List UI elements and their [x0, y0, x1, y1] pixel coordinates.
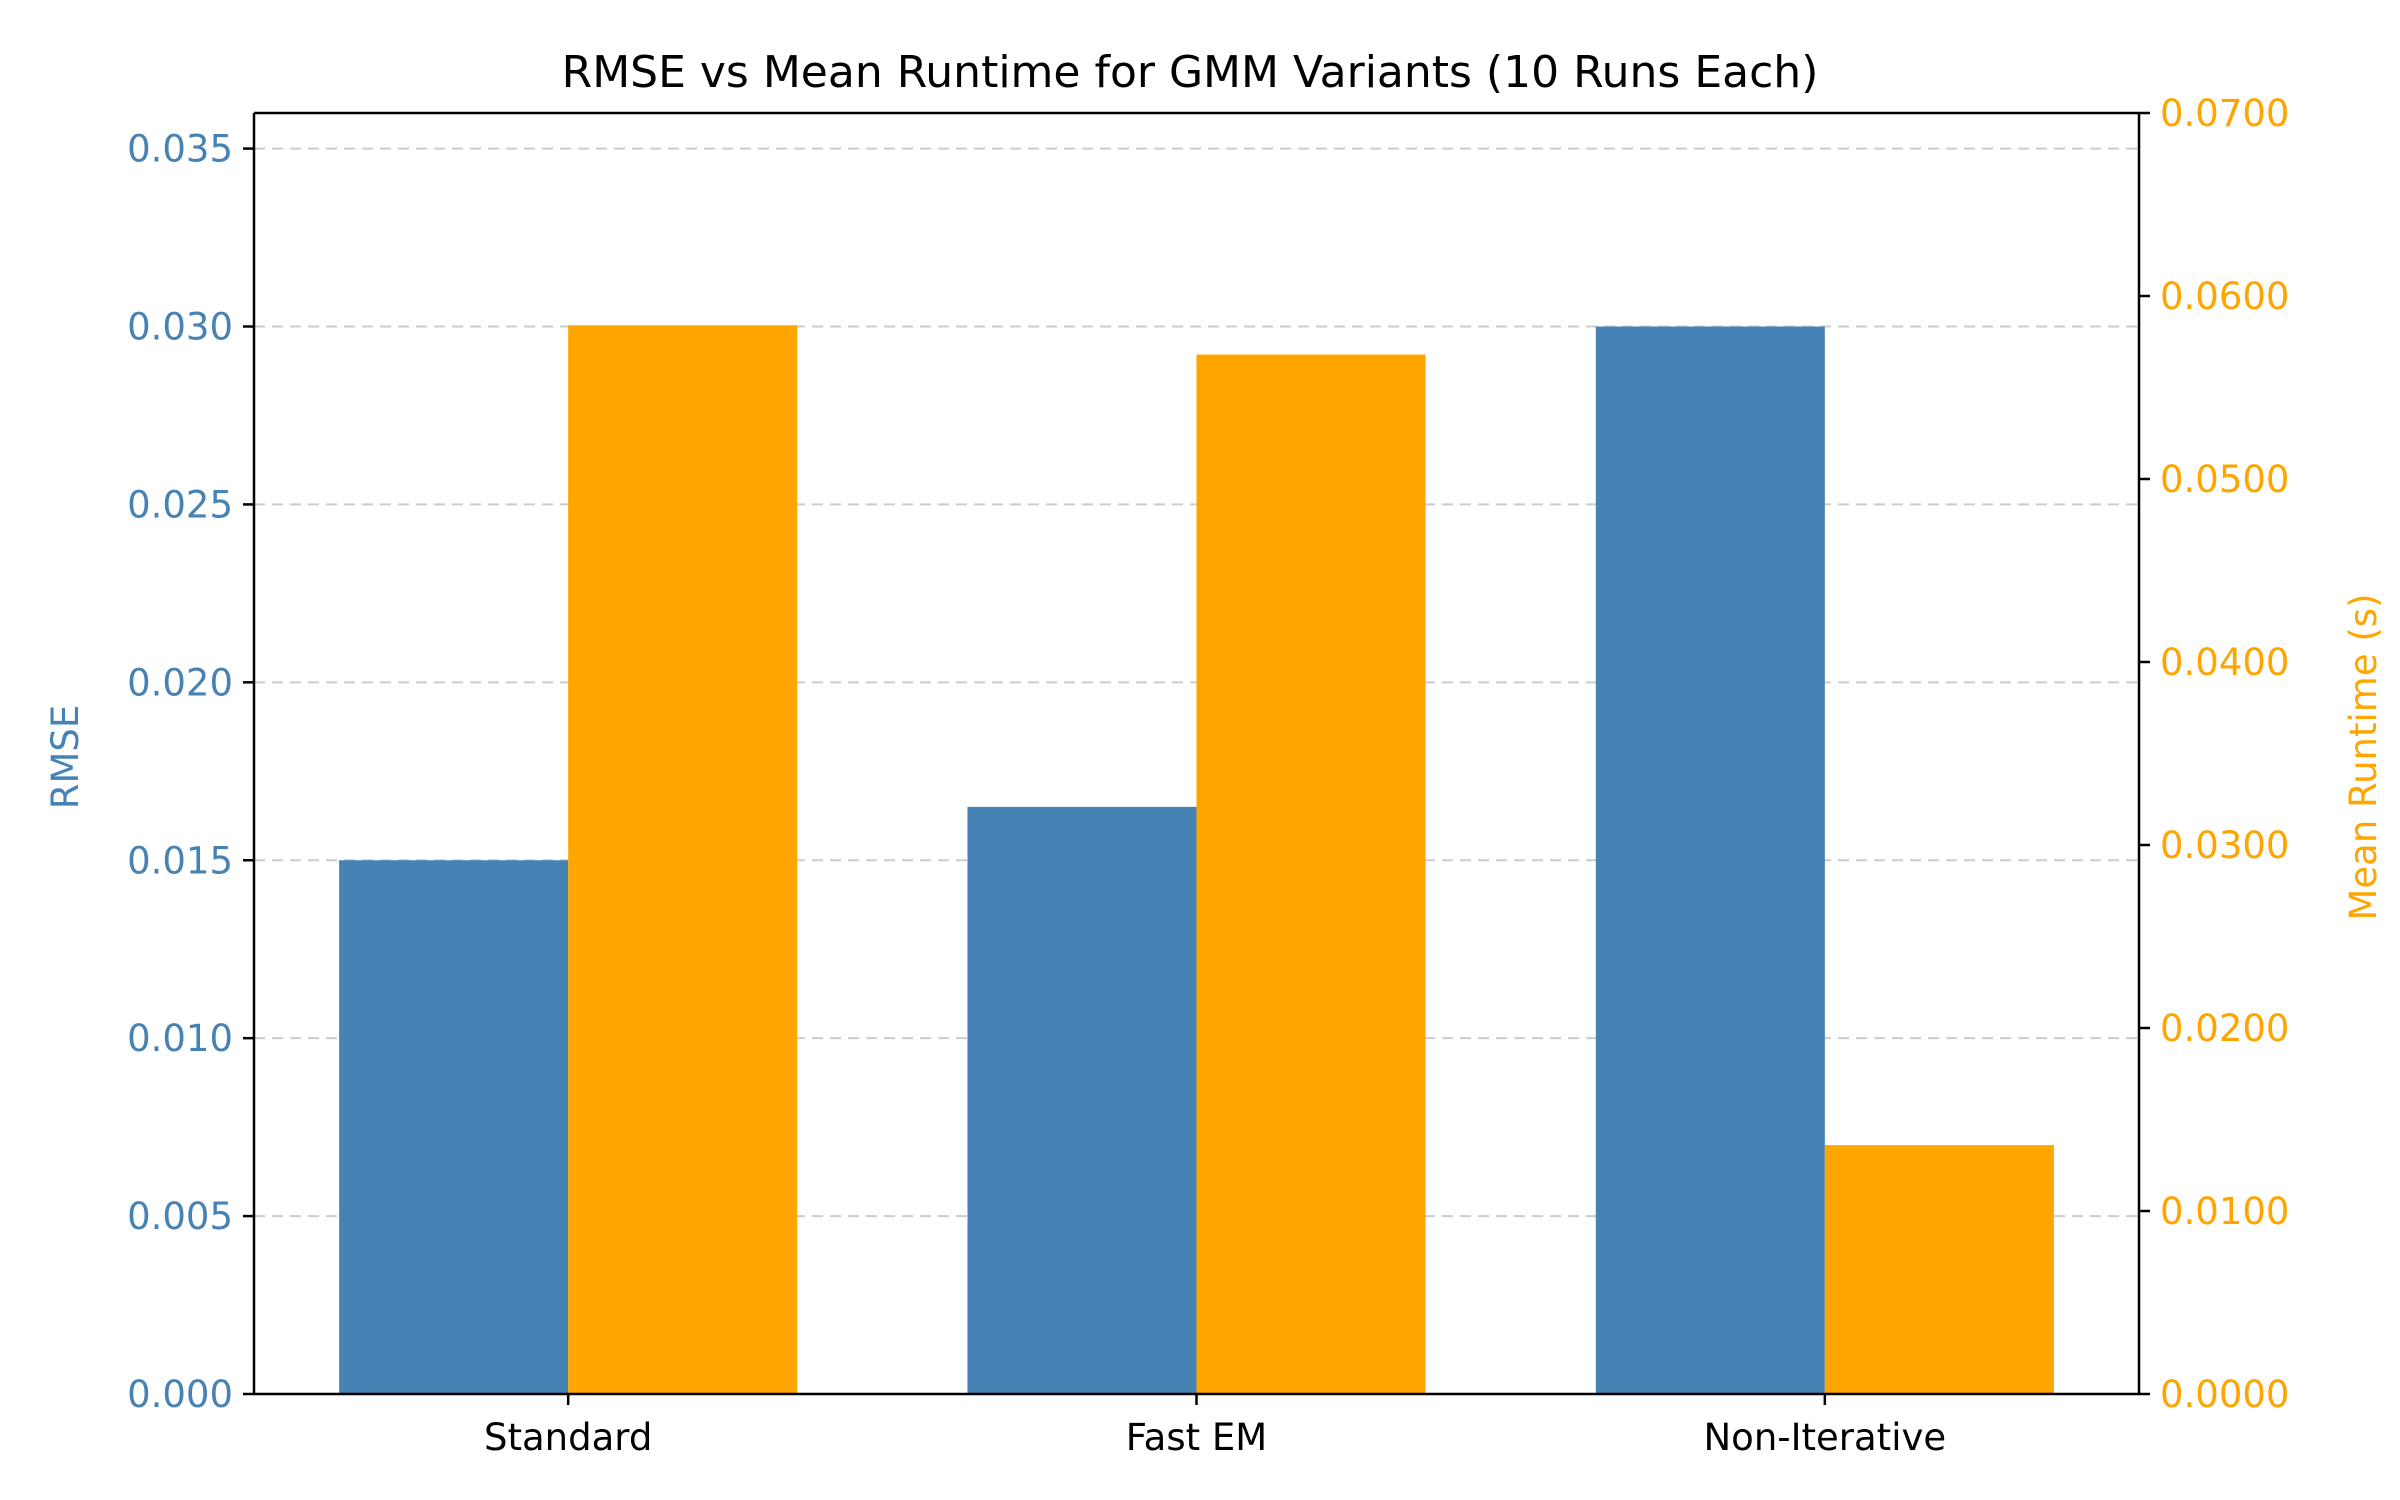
- y-right-tick-label: 0.0600: [2160, 275, 2289, 318]
- bars-layer: [339, 325, 2054, 1394]
- ticks-layer: 0.000 0.005 0.010 0.015 0.020 0.025 0.030 0.035…: [127, 92, 2289, 1459]
- y-left-tick-label: 0.025: [127, 483, 233, 526]
- bar-runtime-non-iterative: [1824, 1145, 2054, 1394]
- y-right-tick-label: 0.0500: [2160, 458, 2289, 501]
- y-left-tick-label: 0.020: [127, 661, 233, 704]
- y-right-tick-label: 0.0100: [2160, 1190, 2289, 1233]
- y-left-tick-label: 0.030: [127, 306, 233, 349]
- y-right-tick-label: 0.0400: [2160, 641, 2289, 684]
- y-left-tick-label: 0.015: [127, 839, 233, 882]
- bar-rmse-standard: [339, 860, 569, 1394]
- bar-runtime-standard: [568, 325, 798, 1394]
- y-right-tick-label: 0.0700: [2160, 92, 2289, 135]
- chart-title: RMSE vs Mean Runtime for GMM Variants (1…: [562, 47, 1819, 98]
- x-tick-label: Non-Iterative: [1704, 1416, 1947, 1459]
- bar-runtime-fast-em: [1196, 354, 1426, 1394]
- y-left-tick-label: 0.005: [127, 1195, 233, 1238]
- bar-rmse-fast-em: [967, 806, 1197, 1394]
- y-right-tick-label: 0.0300: [2160, 824, 2289, 867]
- y-left-axis-label: RMSE: [44, 705, 87, 810]
- bar-rmse-non-iterative: [1595, 326, 1825, 1394]
- y-right-tick-label: 0.0000: [2160, 1373, 2289, 1416]
- x-tick-label: Standard: [484, 1416, 652, 1459]
- y-left-tick-label: 0.000: [127, 1373, 233, 1416]
- y-left-tick-label: 0.035: [127, 128, 233, 171]
- x-tick-label: Fast EM: [1126, 1416, 1267, 1459]
- y-right-axis-label: Mean Runtime (s): [2342, 593, 2385, 920]
- y-left-tick-label: 0.010: [127, 1017, 233, 1060]
- y-right-tick-label: 0.0200: [2160, 1007, 2289, 1050]
